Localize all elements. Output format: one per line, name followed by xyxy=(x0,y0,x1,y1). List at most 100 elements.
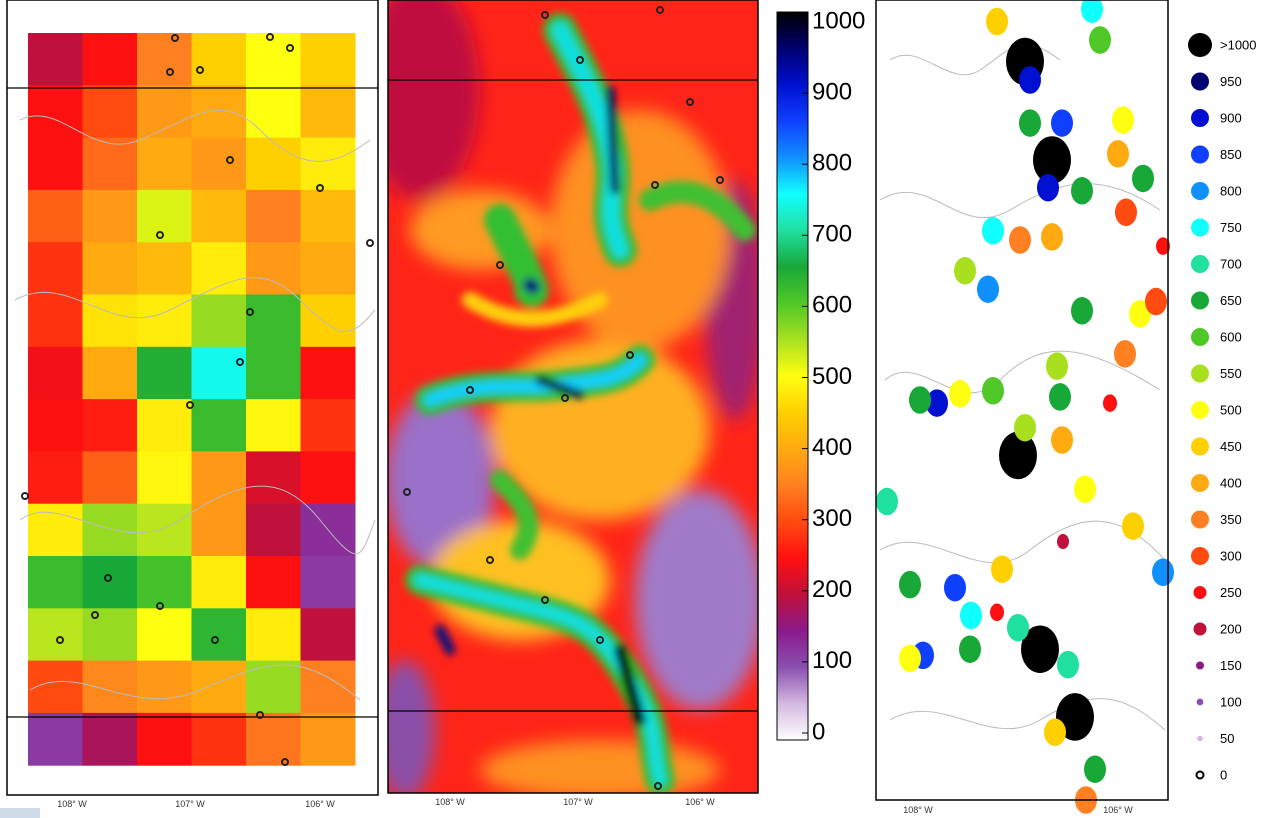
legend-marker xyxy=(1191,255,1209,273)
colorbar-ticks: 0 100 200 300 400 500 600 700 800 900 1000 xyxy=(802,7,865,745)
station xyxy=(1074,475,1096,503)
grid-cell xyxy=(246,660,301,714)
station xyxy=(899,570,921,599)
grid-cell xyxy=(82,608,138,662)
x-axis-label: 107° W xyxy=(563,797,593,807)
legend-marker xyxy=(1191,291,1209,310)
station xyxy=(960,601,982,630)
station xyxy=(1145,287,1167,316)
station xyxy=(1037,173,1059,202)
station xyxy=(1103,394,1117,412)
grid-cell xyxy=(246,556,301,609)
station xyxy=(1114,340,1136,368)
legend-marker xyxy=(1191,437,1209,456)
panel-frame xyxy=(6,0,379,796)
grid-cell xyxy=(28,399,83,452)
station xyxy=(466,386,474,394)
legend-label: 200 xyxy=(1220,621,1242,636)
station xyxy=(1007,613,1029,642)
station-markers xyxy=(56,33,324,766)
grid-cell xyxy=(191,503,247,557)
station xyxy=(156,231,164,239)
colorbar-tick-label: 500 xyxy=(812,363,852,390)
grid-cell xyxy=(28,85,83,139)
station xyxy=(982,377,1004,405)
station xyxy=(196,66,204,74)
station xyxy=(1071,297,1093,325)
grid-cell xyxy=(82,189,138,243)
grid-cell xyxy=(191,608,247,662)
grid-cell xyxy=(137,189,192,243)
colorbar-tick-label: 0 xyxy=(812,718,825,745)
grid-cell xyxy=(300,556,356,609)
contour xyxy=(879,183,1161,218)
legend-marker xyxy=(1196,698,1204,706)
station xyxy=(654,782,662,790)
grid-cell xyxy=(191,346,247,400)
station xyxy=(1089,26,1111,54)
right-panel xyxy=(876,0,1174,814)
station xyxy=(1071,177,1093,205)
legend-label: 350 xyxy=(1220,512,1242,527)
station xyxy=(1081,0,1103,23)
legend-marker xyxy=(1191,364,1209,383)
grid-cell xyxy=(137,556,192,609)
contour xyxy=(19,109,371,162)
grid-cell xyxy=(82,294,138,348)
legend-marker xyxy=(1197,735,1203,742)
grid-cell xyxy=(28,608,83,662)
station xyxy=(1152,558,1174,587)
grid-cell xyxy=(82,712,138,766)
station xyxy=(1009,226,1031,254)
legend-marker xyxy=(1188,33,1212,57)
legend-label: 550 xyxy=(1220,366,1242,381)
station xyxy=(1033,136,1071,184)
station xyxy=(1132,164,1154,193)
grid-cell xyxy=(137,503,192,557)
station xyxy=(899,644,921,673)
station xyxy=(104,574,112,582)
station xyxy=(166,68,174,76)
station xyxy=(1057,650,1079,679)
station xyxy=(1041,223,1063,251)
grid-cell xyxy=(28,189,83,243)
legend-marker xyxy=(1191,474,1209,492)
legend-marker xyxy=(1191,145,1209,164)
legend-label: 650 xyxy=(1220,293,1242,308)
station xyxy=(999,431,1037,480)
station xyxy=(246,308,254,316)
legend-label: 50 xyxy=(1220,731,1234,746)
grid-cell xyxy=(137,346,192,400)
x-axis-label: 106° W xyxy=(685,797,715,807)
panel-frame xyxy=(387,0,759,794)
grid-cell xyxy=(300,346,356,400)
grid-cell xyxy=(137,294,192,348)
grid-cell xyxy=(300,137,356,191)
legend-marker xyxy=(1195,770,1205,780)
x-axis-label: 108° W xyxy=(435,797,465,807)
colorbar-tick-label: 100 xyxy=(812,647,852,674)
grid-cell xyxy=(246,712,301,766)
station xyxy=(686,98,694,106)
legend-label: 900 xyxy=(1220,110,1242,125)
grid-cell xyxy=(300,399,356,452)
grid-cell xyxy=(246,608,301,662)
legend-marker xyxy=(1191,109,1209,127)
station xyxy=(986,7,1008,36)
legend-marker xyxy=(1193,586,1207,599)
grid-cell xyxy=(28,660,83,714)
contour xyxy=(19,485,376,555)
grid-cell xyxy=(191,660,247,714)
legend-label: 500 xyxy=(1220,402,1242,417)
contour xyxy=(889,698,1166,731)
colorbar-tick-label: 700 xyxy=(812,221,852,248)
grid-cell xyxy=(191,85,247,139)
station xyxy=(651,181,659,189)
legend-marker xyxy=(1191,401,1209,419)
contour xyxy=(884,350,1161,394)
station xyxy=(1129,300,1151,328)
station-markers xyxy=(403,6,724,790)
station xyxy=(1107,140,1129,168)
grid-cell xyxy=(300,294,356,348)
